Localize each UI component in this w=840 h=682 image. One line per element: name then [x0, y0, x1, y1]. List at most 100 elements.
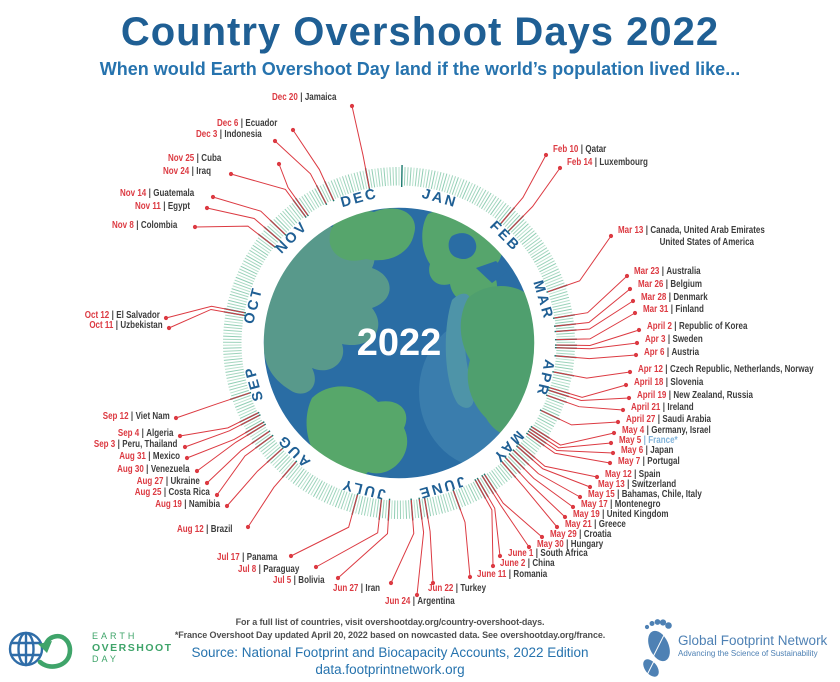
day-tick — [341, 176, 349, 195]
overshoot-date: Aug 19 — [155, 499, 182, 510]
separator: | — [293, 575, 296, 586]
country-name: Panama — [246, 552, 278, 563]
date-dot — [627, 286, 633, 292]
day-tick — [534, 422, 552, 433]
day-tick — [450, 491, 458, 510]
date-dot — [192, 224, 198, 230]
day-tick — [461, 181, 471, 199]
country-name: Algeria — [145, 428, 173, 439]
date-dot — [554, 524, 560, 530]
day-tick — [554, 366, 574, 370]
day-tick — [536, 257, 554, 268]
day-tick — [463, 486, 472, 504]
day-tick — [543, 405, 561, 414]
overshoot-date: Nov 25 — [168, 153, 195, 164]
separator: | — [580, 144, 583, 155]
date-dot — [349, 103, 355, 109]
day-tick — [552, 305, 572, 311]
day-tick — [266, 446, 281, 460]
day-tick — [460, 487, 469, 505]
day-tick — [368, 169, 373, 188]
day-tick — [228, 299, 247, 306]
country-name: Qatar — [585, 144, 607, 155]
overshoot-date: Aug 30 — [117, 464, 145, 475]
leader-line — [452, 490, 471, 578]
eod-word-day: DAY — [92, 654, 119, 664]
country-name: Mexico — [152, 451, 180, 462]
separator: | — [206, 524, 209, 535]
page-subtitle: When would Earth Overshoot Day land if t… — [99, 59, 741, 79]
overshoot-date: May 30 — [537, 539, 564, 550]
leader-line — [477, 479, 501, 557]
country-name: Argentina — [417, 596, 455, 607]
day-tick — [412, 167, 415, 187]
leader-line — [278, 163, 308, 216]
day-tick — [284, 208, 298, 224]
separator: | — [184, 499, 187, 510]
date-dot — [562, 514, 568, 520]
separator: | — [141, 428, 144, 439]
day-tick — [551, 299, 570, 306]
day-tick — [546, 282, 565, 290]
country-label: May 7 | Portugal — [618, 456, 680, 468]
day-tick — [263, 230, 279, 243]
country-name: New Zealand, Russia — [673, 390, 753, 401]
day-tick — [466, 184, 476, 202]
country-label: May 29 | Croatia — [550, 529, 611, 541]
overshoot-date: Sep 3 — [93, 439, 115, 450]
day-tick — [270, 450, 285, 464]
day-tick — [422, 169, 427, 188]
day-tick — [493, 468, 506, 484]
overshoot-date: Aug 27 — [136, 476, 164, 487]
country-label: Feb 14 | Luxembourg — [567, 157, 648, 169]
day-tick — [319, 185, 329, 203]
day-tick — [528, 242, 544, 254]
separator: | — [240, 118, 243, 129]
day-tick — [543, 273, 562, 283]
overshoot-date: Nov 14 — [120, 188, 147, 199]
date-dot — [636, 327, 642, 333]
day-tick — [514, 223, 529, 237]
day-tick — [553, 311, 573, 316]
country-name: Denmark — [673, 292, 708, 303]
leader-line — [351, 105, 370, 189]
overshoot-date: Mar 31 — [643, 304, 669, 315]
overshoot-date: Mar 13 — [618, 225, 644, 236]
date-dot — [630, 298, 636, 304]
country-label: Apr 12 | Czech Republic, Netherlands, Norw… — [638, 364, 814, 376]
day-tick — [523, 234, 539, 248]
day-tick — [302, 474, 314, 491]
date-dot — [163, 315, 169, 321]
day-tick — [349, 494, 356, 513]
footprint-leaf-icon — [643, 619, 672, 677]
day-tick — [223, 349, 242, 352]
overshoot-date: Jun 24 — [385, 596, 411, 607]
day-tick — [329, 487, 338, 505]
day-tick — [237, 271, 256, 280]
country-name: France* — [648, 435, 678, 446]
country-name: Switzerland — [631, 479, 677, 490]
leader-line — [527, 433, 611, 464]
date-dot — [615, 419, 621, 425]
day-tick — [555, 363, 574, 367]
country-label: Feb 10 | Qatar — [553, 144, 606, 156]
day-tick — [321, 484, 331, 502]
day-tick — [337, 490, 346, 509]
date-dot — [313, 564, 319, 570]
day-tick — [465, 485, 475, 503]
day-tick — [524, 437, 540, 450]
day-tick — [223, 347, 242, 349]
separator: | — [594, 157, 597, 168]
overshoot-date: Mar 28 — [641, 292, 667, 303]
day-tick — [494, 203, 507, 219]
day-tick — [371, 169, 376, 188]
footer-note-france: *France Overshoot Day updated April 20, … — [174, 630, 606, 640]
date-dot — [557, 165, 563, 171]
day-tick — [232, 285, 251, 293]
separator: | — [136, 220, 139, 231]
date-dot — [633, 352, 639, 358]
day-tick — [522, 440, 538, 453]
separator: | — [665, 364, 668, 375]
day-tick — [241, 262, 259, 273]
separator: | — [166, 476, 169, 487]
